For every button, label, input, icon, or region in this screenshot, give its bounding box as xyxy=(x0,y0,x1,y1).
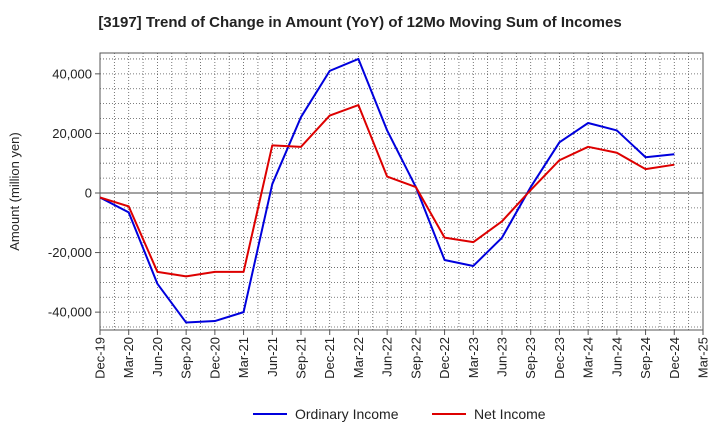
x-tick-label: Sep-24 xyxy=(638,337,653,379)
x-tick-label: Sep-22 xyxy=(408,337,423,379)
series-line-1 xyxy=(99,104,675,278)
x-tick-label: Mar-25 xyxy=(696,337,711,378)
chart-title: [3197] Trend of Change in Amount (YoY) o… xyxy=(98,14,622,31)
x-tick-label: Mar-20 xyxy=(121,337,136,378)
y-tick-label: 0 xyxy=(85,185,92,200)
x-tick-label: Dec-21 xyxy=(322,337,337,379)
x-tick-label: Mar-24 xyxy=(581,337,596,378)
y-tick-label: 40,000 xyxy=(52,66,92,81)
x-tick-label: Jun-22 xyxy=(380,337,395,377)
x-tick-label: Jun-20 xyxy=(150,337,165,377)
y-tick-label: -20,000 xyxy=(48,245,92,260)
y-tick-label: -40,000 xyxy=(48,305,92,320)
x-tick-label: Dec-19 xyxy=(93,337,108,379)
x-tick-label: Dec-22 xyxy=(437,337,452,379)
x-tick-label: Jun-23 xyxy=(495,337,510,377)
y-tick-label: 20,000 xyxy=(52,126,92,141)
plot-border xyxy=(99,52,704,331)
x-tick-label: Jun-21 xyxy=(265,337,280,377)
series-line-0 xyxy=(99,57,675,324)
x-tick-label: Mar-21 xyxy=(236,337,251,378)
x-tick-label: Sep-21 xyxy=(294,337,309,379)
legend-label-1: Net Income xyxy=(474,406,546,422)
x-tick-label: Jun-24 xyxy=(609,337,624,377)
x-tick-label: Sep-23 xyxy=(523,337,538,379)
x-tick-label: Sep-20 xyxy=(179,337,194,379)
x-tick-label: Mar-22 xyxy=(351,337,366,378)
y-axis-title: Amount (million yen) xyxy=(7,132,22,251)
x-tick-label: Dec-23 xyxy=(552,337,567,379)
legend-label-0: Ordinary Income xyxy=(295,406,399,422)
x-tick-label: Mar-23 xyxy=(466,337,481,378)
x-tick-label: Dec-20 xyxy=(207,337,222,379)
x-tick-label: Dec-24 xyxy=(667,337,682,379)
